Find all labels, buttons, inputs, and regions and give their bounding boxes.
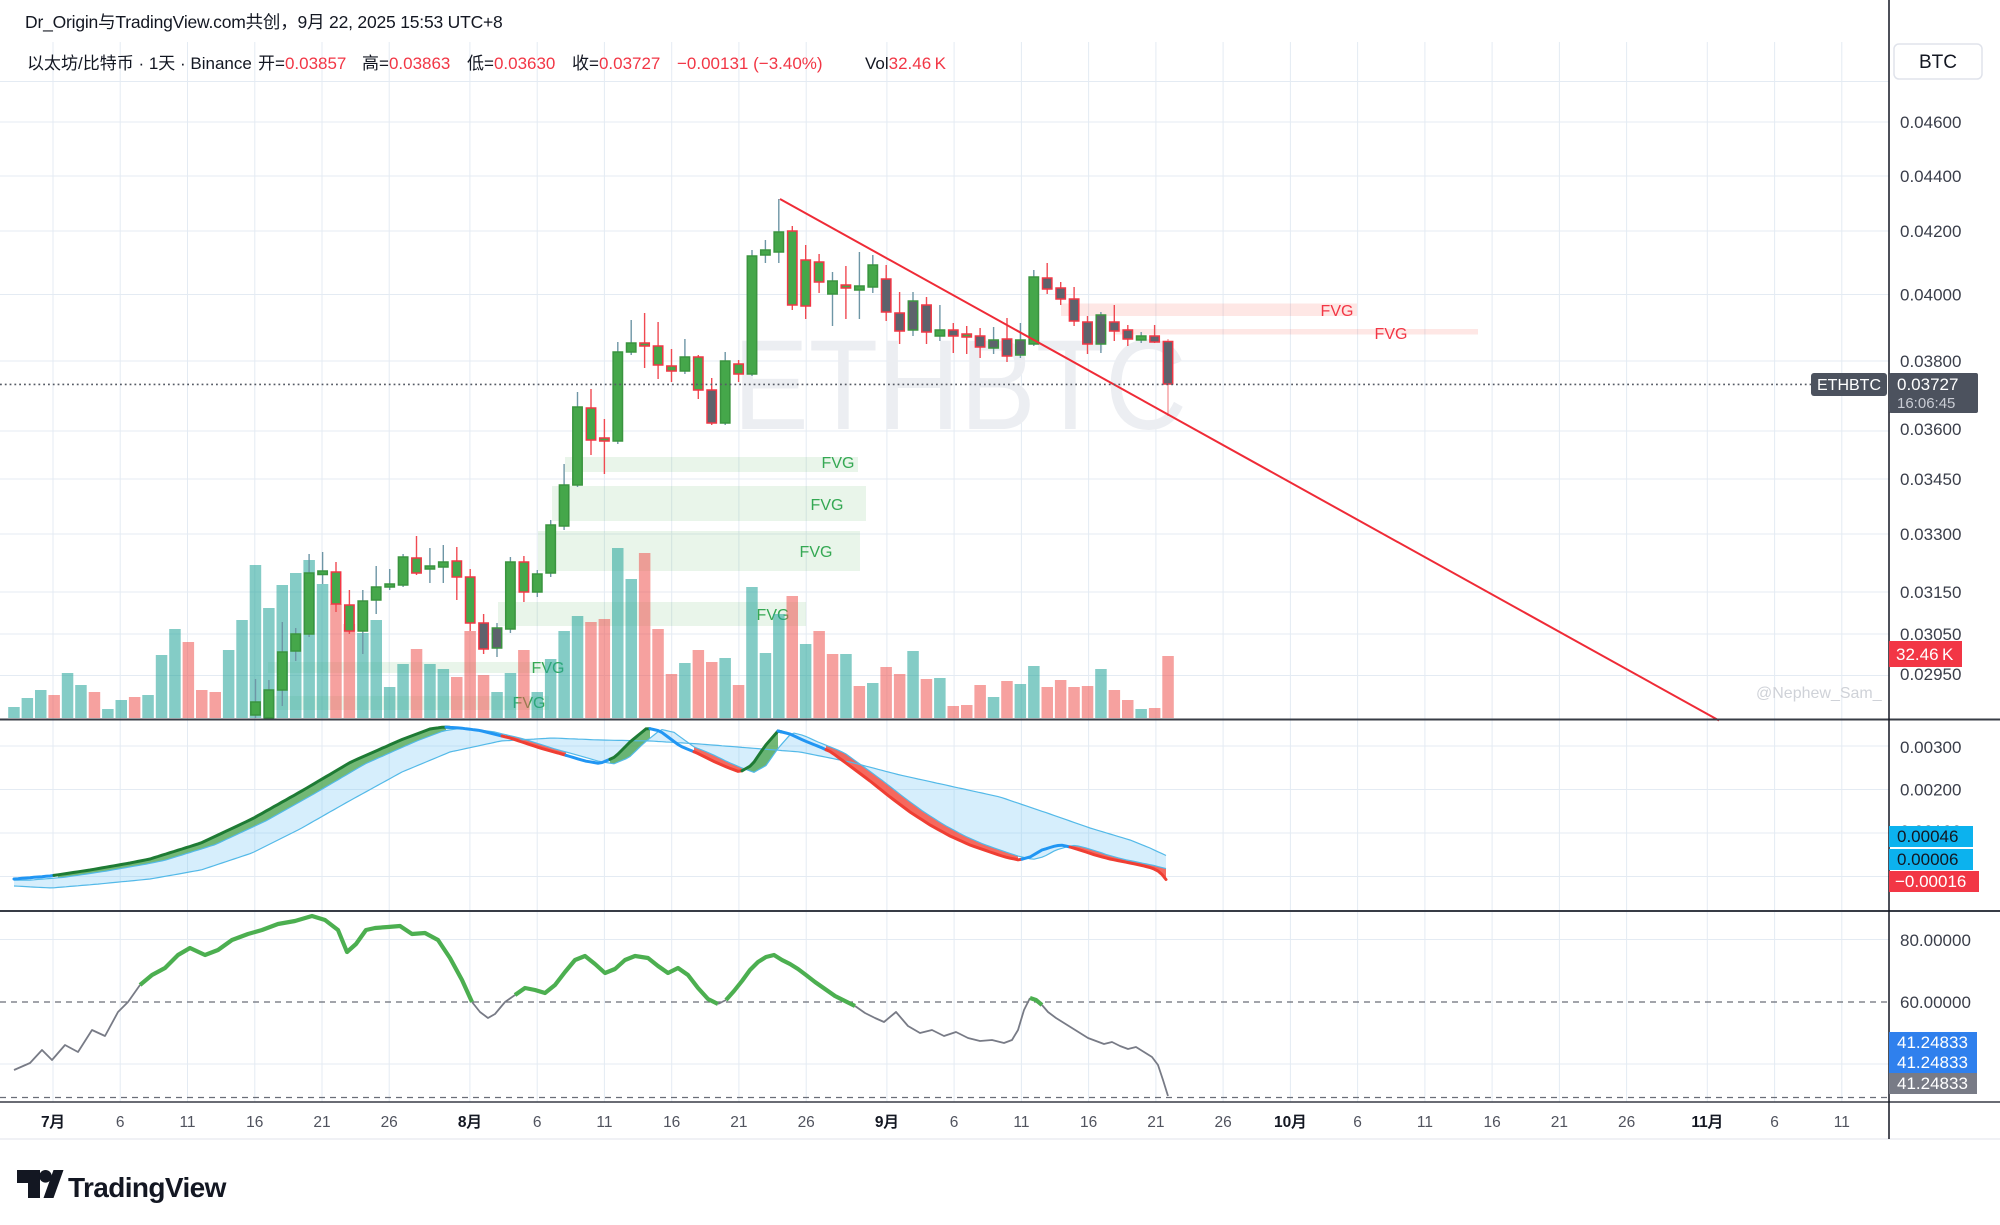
svg-text:11: 11 bbox=[179, 1114, 195, 1131]
svg-text:10月: 10月 bbox=[1274, 1113, 1307, 1131]
svg-text:收=0.03727: 收=0.03727 bbox=[572, 54, 660, 73]
svg-text:FVG: FVG bbox=[1375, 326, 1408, 343]
svg-text:FVG: FVG bbox=[811, 497, 844, 514]
svg-text:Dr_Origin与TradingView.com共创，9月: Dr_Origin与TradingView.com共创，9月 22, 2025 … bbox=[25, 12, 503, 33]
svg-text:7月: 7月 bbox=[41, 1113, 65, 1131]
svg-text:0.03450: 0.03450 bbox=[1900, 470, 1961, 489]
svg-text:32.46 K: 32.46 K bbox=[1896, 645, 1954, 664]
svg-text:以太坊/比特币 · 1天 · Binance: 以太坊/比特币 · 1天 · Binance bbox=[27, 54, 252, 73]
svg-text:0.04600: 0.04600 bbox=[1900, 113, 1961, 132]
svg-text:60.00000: 60.00000 bbox=[1900, 993, 1971, 1012]
svg-text:高=0.03863: 高=0.03863 bbox=[362, 54, 450, 73]
svg-text:21: 21 bbox=[313, 1114, 330, 1131]
svg-text:0.02950: 0.02950 bbox=[1900, 665, 1961, 684]
svg-text:41.24833: 41.24833 bbox=[1897, 1053, 1968, 1072]
svg-text:21: 21 bbox=[1147, 1114, 1164, 1131]
svg-text:0.03800: 0.03800 bbox=[1900, 352, 1961, 371]
svg-text:6: 6 bbox=[950, 1114, 959, 1131]
svg-text:0.04200: 0.04200 bbox=[1900, 222, 1961, 241]
svg-text:@Nephew_Sam_: @Nephew_Sam_ bbox=[1756, 685, 1883, 702]
svg-text:21: 21 bbox=[730, 1114, 747, 1131]
svg-text:6: 6 bbox=[116, 1114, 125, 1131]
svg-text:9月: 9月 bbox=[875, 1113, 899, 1131]
svg-text:FVG: FVG bbox=[822, 455, 855, 472]
svg-text:26: 26 bbox=[1214, 1114, 1231, 1131]
svg-text:11: 11 bbox=[1834, 1114, 1850, 1131]
svg-text:0.03600: 0.03600 bbox=[1900, 420, 1961, 439]
svg-text:0.00046: 0.00046 bbox=[1897, 827, 1958, 846]
svg-text:开=0.03857: 开=0.03857 bbox=[258, 54, 346, 73]
svg-text:11: 11 bbox=[1417, 1114, 1433, 1131]
svg-text:FVG: FVG bbox=[800, 544, 833, 561]
svg-text:−0.00131 (−3.40%): −0.00131 (−3.40%) bbox=[677, 54, 823, 73]
svg-text:−0.00016: −0.00016 bbox=[1895, 872, 1966, 891]
svg-text:16: 16 bbox=[246, 1114, 263, 1131]
svg-text:0.03150: 0.03150 bbox=[1900, 583, 1961, 602]
svg-text:TradingView: TradingView bbox=[68, 1172, 227, 1203]
svg-text:6: 6 bbox=[533, 1114, 542, 1131]
svg-text:0.00300: 0.00300 bbox=[1900, 738, 1961, 757]
svg-text:0.04400: 0.04400 bbox=[1900, 167, 1961, 186]
svg-text:41.24833: 41.24833 bbox=[1897, 1033, 1968, 1052]
svg-text:ETHBTC: ETHBTC bbox=[1817, 377, 1881, 394]
svg-text:16: 16 bbox=[663, 1114, 680, 1131]
svg-text:0.04000: 0.04000 bbox=[1900, 285, 1961, 304]
svg-text:11: 11 bbox=[1013, 1114, 1029, 1131]
svg-text:6: 6 bbox=[1353, 1114, 1362, 1131]
svg-text:低=0.03630: 低=0.03630 bbox=[467, 54, 555, 73]
svg-text:0.00200: 0.00200 bbox=[1900, 781, 1961, 800]
svg-text:16: 16 bbox=[1483, 1114, 1500, 1131]
svg-text:16: 16 bbox=[1080, 1114, 1097, 1131]
svg-text:ETHBTC: ETHBTC bbox=[733, 314, 1187, 457]
svg-text:0.03300: 0.03300 bbox=[1900, 525, 1961, 544]
svg-text:26: 26 bbox=[381, 1114, 398, 1131]
svg-text:0.03050: 0.03050 bbox=[1900, 625, 1961, 644]
svg-text:11: 11 bbox=[596, 1114, 612, 1131]
svg-text:26: 26 bbox=[798, 1114, 815, 1131]
svg-text:26: 26 bbox=[1618, 1114, 1635, 1131]
svg-text:8月: 8月 bbox=[458, 1113, 482, 1131]
svg-text:Vol32.46 K: Vol32.46 K bbox=[865, 54, 947, 73]
svg-text:FVG: FVG bbox=[1321, 303, 1354, 320]
svg-text:BTC: BTC bbox=[1919, 52, 1957, 73]
svg-text:6: 6 bbox=[1770, 1114, 1779, 1131]
svg-text:11月: 11月 bbox=[1691, 1113, 1723, 1131]
svg-text:0.00006: 0.00006 bbox=[1897, 850, 1958, 869]
svg-text:0.03727: 0.03727 bbox=[1897, 375, 1958, 394]
svg-text:80.00000: 80.00000 bbox=[1900, 931, 1971, 950]
svg-text:21: 21 bbox=[1551, 1114, 1568, 1131]
svg-text:16:06:45: 16:06:45 bbox=[1897, 395, 1955, 412]
svg-text:41.24833: 41.24833 bbox=[1897, 1074, 1968, 1093]
